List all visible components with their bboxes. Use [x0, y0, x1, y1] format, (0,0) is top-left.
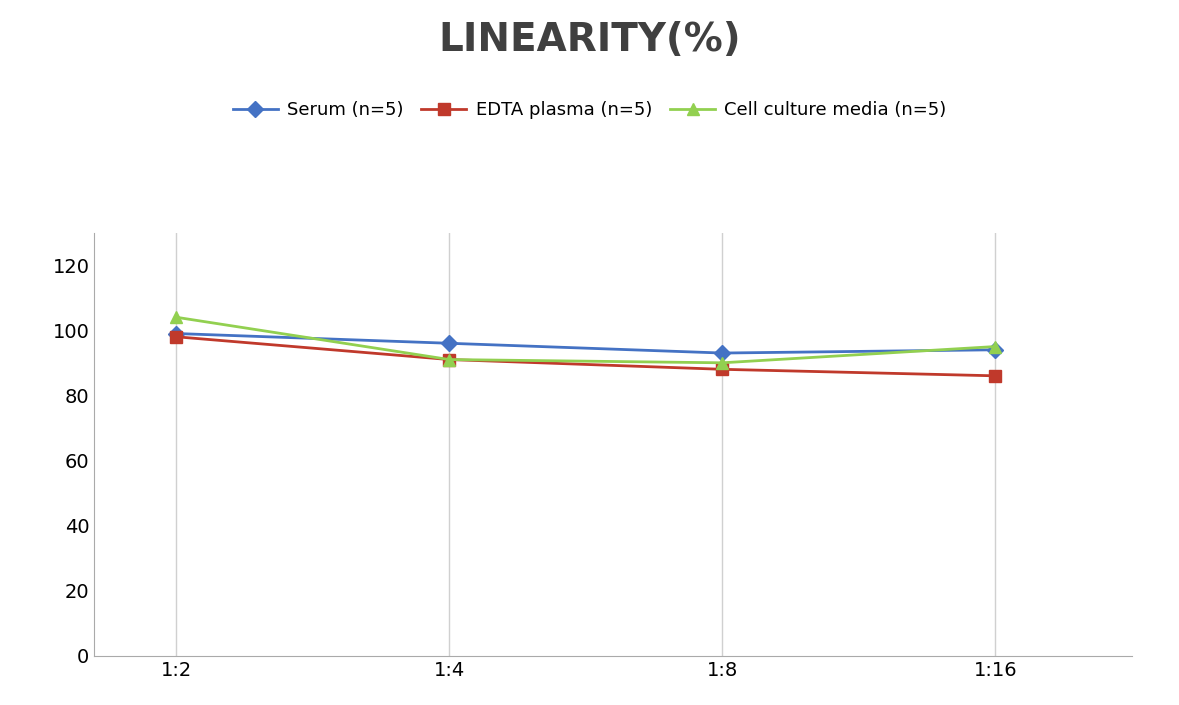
- Serum (n=5): [716, 349, 730, 357]
- Cell culture media (n=5): [169, 313, 183, 321]
- Cell culture media (n=5): [442, 355, 456, 364]
- EDTA plasma (n=5): [716, 365, 730, 374]
- Line: EDTA plasma (n=5): EDTA plasma (n=5): [171, 331, 1001, 381]
- Text: LINEARITY(%): LINEARITY(%): [439, 21, 740, 59]
- Line: Serum (n=5): Serum (n=5): [171, 328, 1001, 359]
- Cell culture media (n=5): [716, 359, 730, 367]
- EDTA plasma (n=5): [442, 355, 456, 364]
- EDTA plasma (n=5): [988, 372, 1002, 380]
- Serum (n=5): [169, 329, 183, 338]
- Cell culture media (n=5): [988, 343, 1002, 351]
- Serum (n=5): [988, 345, 1002, 354]
- EDTA plasma (n=5): [169, 333, 183, 341]
- Legend: Serum (n=5), EDTA plasma (n=5), Cell culture media (n=5): Serum (n=5), EDTA plasma (n=5), Cell cul…: [225, 94, 954, 126]
- Line: Cell culture media (n=5): Cell culture media (n=5): [170, 311, 1002, 369]
- Serum (n=5): [442, 339, 456, 348]
